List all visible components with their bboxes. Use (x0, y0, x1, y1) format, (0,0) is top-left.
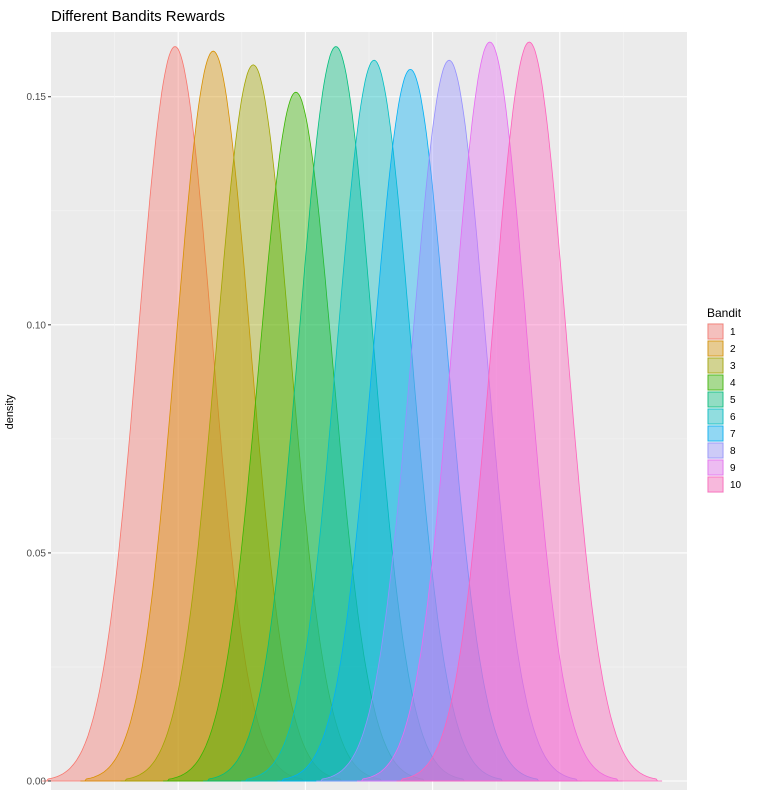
legend-label-bandit-4: 4 (730, 378, 736, 389)
density-area-bandit-4 (163, 91, 429, 782)
density-areas (42, 41, 663, 782)
legend-label-bandit-7: 7 (730, 429, 736, 440)
density-area-bandit-1 (42, 46, 308, 782)
density-area-bandit-8 (316, 59, 582, 782)
legend-swatch-bandit-1 (707, 323, 724, 340)
legend-swatch-bandit-9 (707, 459, 724, 476)
legend-key-bg (707, 391, 724, 408)
legend-swatch-bandit-6 (707, 408, 724, 425)
legend-label-bandit-10: 10 (730, 480, 742, 491)
legend-swatch-bandit-10 (707, 476, 724, 493)
legend-title: Bandit (707, 306, 742, 320)
y-tick-label: 0.05 (27, 548, 47, 559)
legend-key-bg (707, 425, 724, 442)
legend-swatch-bandit-7 (707, 425, 724, 442)
legend-swatch-bandit-8 (707, 442, 724, 459)
grid-lines (51, 32, 687, 790)
y-tick-label: 0.15 (27, 92, 47, 103)
legend-key-bg (707, 442, 724, 459)
y-tick-label: 0.10 (27, 320, 47, 331)
legend-label-bandit-8: 8 (730, 446, 736, 457)
legend-swatch-bandit-4 (707, 374, 724, 391)
density-area-bandit-9 (357, 41, 623, 782)
legend-label-bandit-5: 5 (730, 395, 736, 406)
legend-key-bg (707, 408, 724, 425)
density-area-bandit-5 (203, 46, 469, 782)
density-area-bandit-2 (80, 50, 346, 782)
legend-key-bg (707, 459, 724, 476)
legend-swatch-bandit-2 (707, 340, 724, 357)
legend-key-bg (707, 323, 724, 340)
legend-label-bandit-6: 6 (730, 412, 736, 423)
legend-label-bandit-3: 3 (730, 361, 736, 372)
legend-label-bandit-1: 1 (730, 327, 736, 338)
legend-key-bg (707, 374, 724, 391)
legend-key-bg (707, 357, 724, 374)
chart-title: Different Bandits Rewards (51, 8, 225, 25)
legend-swatch-bandit-5 (707, 391, 724, 408)
density-area-bandit-10 (396, 41, 663, 782)
y-tick-label: 0.00 (27, 777, 47, 788)
legend-key-bg (707, 476, 724, 493)
legend-swatch-bandit-3 (707, 357, 724, 374)
legend-key-bg (707, 340, 724, 357)
legend: Bandit 1 2 3 4 5 6 7 8 9 10 (707, 306, 742, 493)
density-area-bandit-3 (120, 64, 386, 782)
density-area-bandit-6 (241, 59, 507, 782)
y-axis: 0.00 0.05 0.10 0.15 (27, 92, 51, 788)
density-area-bandit-7 (277, 68, 544, 782)
legend-label-bandit-9: 9 (730, 463, 736, 474)
legend-label-bandit-2: 2 (730, 344, 736, 355)
y-axis-label: density (4, 394, 16, 429)
